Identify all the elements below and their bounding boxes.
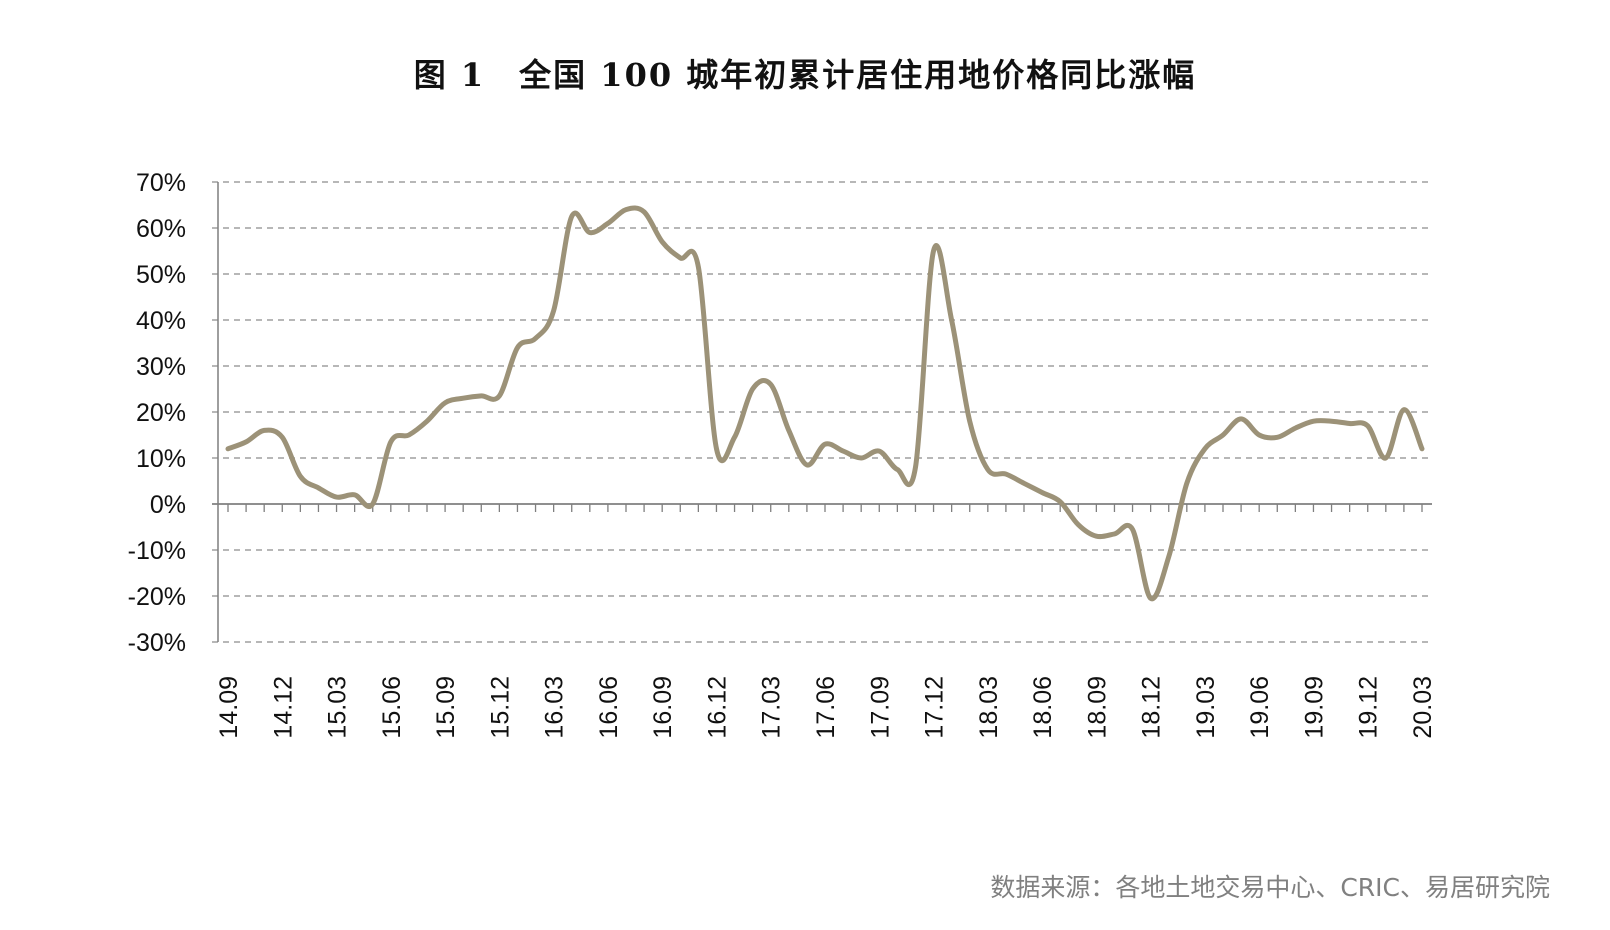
x-tick-label: 18.06	[1029, 676, 1057, 739]
y-tick-label: -30%	[128, 629, 186, 657]
x-tick-label: 20.03	[1409, 676, 1437, 739]
x-tick-label: 19.09	[1300, 676, 1328, 739]
x-tick-label: 18.03	[975, 676, 1003, 739]
y-tick-label: 60%	[136, 215, 186, 243]
x-tick-label: 15.09	[432, 676, 460, 739]
x-tick-label: 14.12	[269, 676, 297, 739]
x-tick-label: 17.09	[866, 676, 894, 739]
x-tick-label: 17.06	[812, 676, 840, 739]
x-tick-label: 18.09	[1083, 676, 1111, 739]
x-tick-label: 19.12	[1355, 676, 1383, 739]
y-tick-label: -20%	[128, 583, 186, 611]
x-tick-label: 16.03	[541, 676, 569, 739]
y-tick-label: 10%	[136, 445, 186, 473]
x-tick-labels: 14.09 14.12 15.03 15.06 15.09 15.12 16.03 16.06…	[215, 676, 1437, 739]
y-tick-label: 50%	[136, 261, 186, 289]
x-tick-label: 18.12	[1138, 676, 1166, 739]
y-tick-label: 0%	[150, 491, 186, 519]
x-tick-label: 16.06	[595, 676, 623, 739]
y-tick-label: 30%	[136, 353, 186, 381]
series	[225, 205, 1425, 602]
x-tick-label: 17.12	[921, 676, 949, 739]
y-tick-label: -10%	[128, 537, 186, 565]
chart-title: 图 1 全国 100 城年初累计居住用地价格同比涨幅	[413, 56, 1197, 94]
source-note: 数据来源：各地土地交易中心、CRIC、易居研究院	[990, 873, 1550, 902]
y-tick-label: 20%	[136, 399, 186, 427]
y-tick-label: 40%	[136, 307, 186, 335]
y-tick-labels: -30% -20% -10% 0% 10% 20% 30% 40% 50% 60% 70%	[128, 169, 186, 657]
gridlines	[212, 181, 1432, 643]
x-tick-label: 15.12	[486, 676, 514, 739]
x-tick-label: 16.09	[649, 676, 677, 739]
x-tick-label: 19.03	[1192, 676, 1220, 739]
x-tick-label: 16.12	[703, 676, 731, 739]
x-tick-label: 19.06	[1246, 676, 1274, 739]
x-tick-label: 15.03	[324, 676, 352, 739]
x-tick-label: 17.03	[758, 676, 786, 739]
x-tick-label: 15.06	[378, 676, 406, 739]
axes	[212, 182, 1432, 642]
x-tick-label: 14.09	[215, 676, 243, 739]
series-line	[225, 205, 1425, 602]
y-tick-label: 70%	[136, 169, 186, 197]
